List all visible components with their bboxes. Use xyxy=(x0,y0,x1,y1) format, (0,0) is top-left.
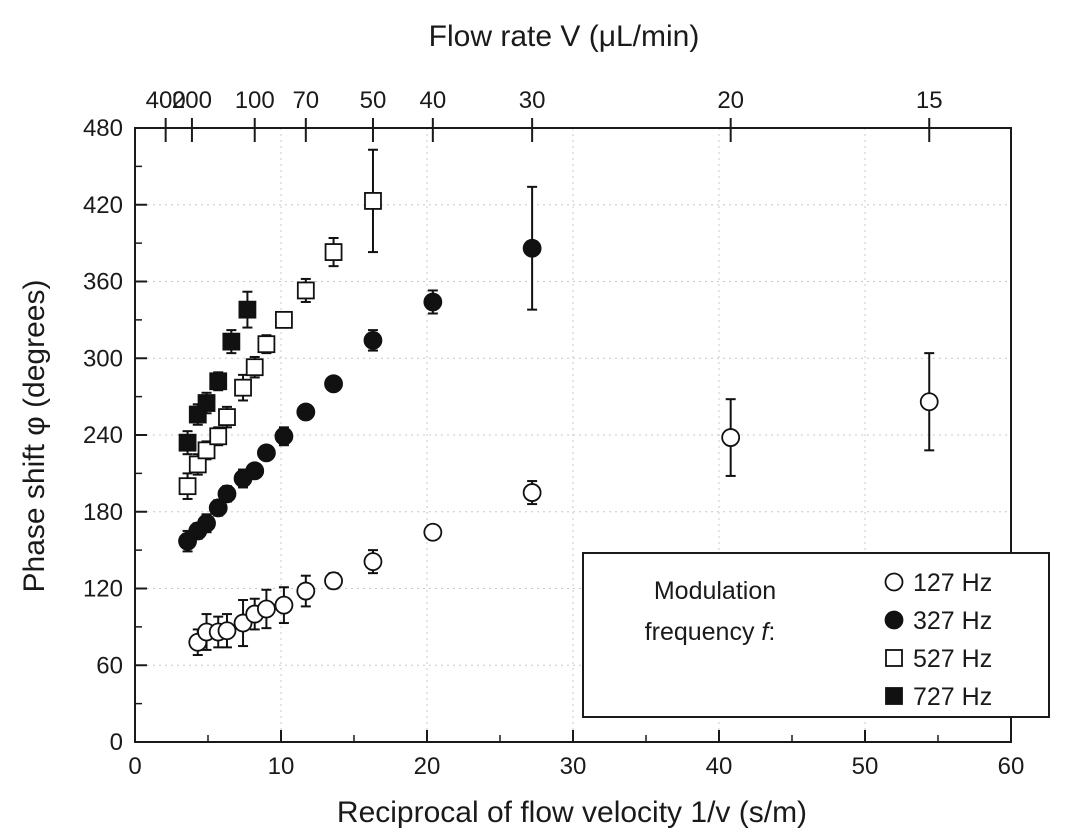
legend-title-line2: frequency f: xyxy=(645,618,776,646)
data-point xyxy=(324,374,343,394)
data-point xyxy=(256,443,276,463)
legend-label: 127 Hz xyxy=(913,569,992,597)
y-tick-label: 300 xyxy=(83,345,123,372)
legend-label: 527 Hz xyxy=(913,645,992,673)
legend-marker xyxy=(885,649,903,667)
data-point xyxy=(296,281,315,300)
data-point xyxy=(275,310,293,329)
legend-box xyxy=(582,552,1050,718)
data-point xyxy=(324,243,343,261)
data-point xyxy=(522,238,542,258)
legend-marker xyxy=(884,572,904,592)
y-tick-label: 360 xyxy=(83,269,123,296)
y-tick-label: 120 xyxy=(83,576,123,603)
top-tick-label: 400 xyxy=(146,87,186,114)
data-point xyxy=(296,581,316,601)
legend-marker xyxy=(885,687,903,705)
data-point xyxy=(178,433,197,452)
legend-title-colon: : xyxy=(768,618,775,646)
data-point xyxy=(919,392,939,412)
legend-title-var: f xyxy=(761,618,771,646)
legend: Modulation frequency f: 127 Hz 327 Hz 527 … xyxy=(582,552,1050,718)
data-point xyxy=(209,372,228,391)
top-tick-label: 15 xyxy=(916,87,943,114)
data-point xyxy=(209,427,228,446)
data-point xyxy=(296,402,316,422)
data-point xyxy=(217,621,237,641)
gridlines xyxy=(135,128,1011,742)
x-tick-label: 20 xyxy=(414,753,441,780)
data-point xyxy=(257,335,276,354)
data-series xyxy=(178,148,939,657)
data-point xyxy=(522,483,542,502)
data-point xyxy=(234,378,252,397)
top-axis-title: Flow rate V (μL/min) xyxy=(429,20,700,53)
data-point xyxy=(423,522,443,542)
y-axis-title: Phase shift φ (degrees) xyxy=(18,280,51,593)
top-tick-label: 70 xyxy=(292,87,319,114)
x-tick-label: 60 xyxy=(998,753,1025,780)
data-point xyxy=(218,408,236,426)
top-tick-label: 200 xyxy=(172,87,212,114)
y-tick-label: 420 xyxy=(83,192,123,219)
data-point xyxy=(364,192,382,210)
y-tick-label: 480 xyxy=(83,115,123,142)
series-2 xyxy=(178,148,382,500)
series-3 xyxy=(178,290,257,456)
data-point xyxy=(222,332,241,351)
x-tick-label: 0 xyxy=(128,753,141,780)
legend-title-word: frequency xyxy=(645,618,762,646)
data-point xyxy=(197,441,216,460)
legend-title-line1: Modulation xyxy=(654,577,776,605)
top-tick-label: 20 xyxy=(717,87,744,114)
data-point xyxy=(363,330,383,350)
axes: 0 10 20 30 40 50 60 0 60 120 180 240 300 360 420 480 400… xyxy=(83,87,1024,780)
data-point xyxy=(245,358,264,377)
top-tick-label: 100 xyxy=(235,87,275,114)
data-point xyxy=(274,426,294,446)
data-point xyxy=(363,552,383,572)
data-point xyxy=(721,428,741,447)
x-tick-label: 40 xyxy=(706,753,733,780)
data-point xyxy=(238,300,257,319)
x-tick-label: 10 xyxy=(268,753,295,780)
y-tick-label: 60 xyxy=(96,652,123,679)
data-point xyxy=(217,484,237,504)
top-tick-label: 50 xyxy=(360,87,387,114)
x-tick-label: 30 xyxy=(560,753,587,780)
data-point xyxy=(197,394,216,412)
series-1 xyxy=(178,185,542,553)
legend-marker xyxy=(884,610,904,630)
data-point xyxy=(208,498,228,518)
x-axis-title: Reciprocal of flow velocity 1/v (s/m) xyxy=(337,796,807,829)
data-point xyxy=(423,292,443,312)
legend-entries: 127 Hz 327 Hz 527 Hz 727 Hz xyxy=(884,569,992,711)
series-0 xyxy=(188,352,939,657)
legend-label: 727 Hz xyxy=(913,683,992,711)
y-tick-label: 180 xyxy=(83,499,123,526)
y-tick-label: 0 xyxy=(110,729,123,756)
legend-label: 327 Hz xyxy=(913,607,992,635)
data-point xyxy=(274,595,294,615)
top-tick-label: 40 xyxy=(419,87,446,114)
data-point xyxy=(197,513,216,533)
data-point xyxy=(245,461,265,481)
x-tick-label: 50 xyxy=(852,753,879,780)
data-point xyxy=(256,599,276,619)
top-tick-label: 30 xyxy=(519,87,546,114)
data-point xyxy=(178,477,197,496)
y-tick-label: 240 xyxy=(83,422,123,449)
data-point xyxy=(324,571,343,591)
